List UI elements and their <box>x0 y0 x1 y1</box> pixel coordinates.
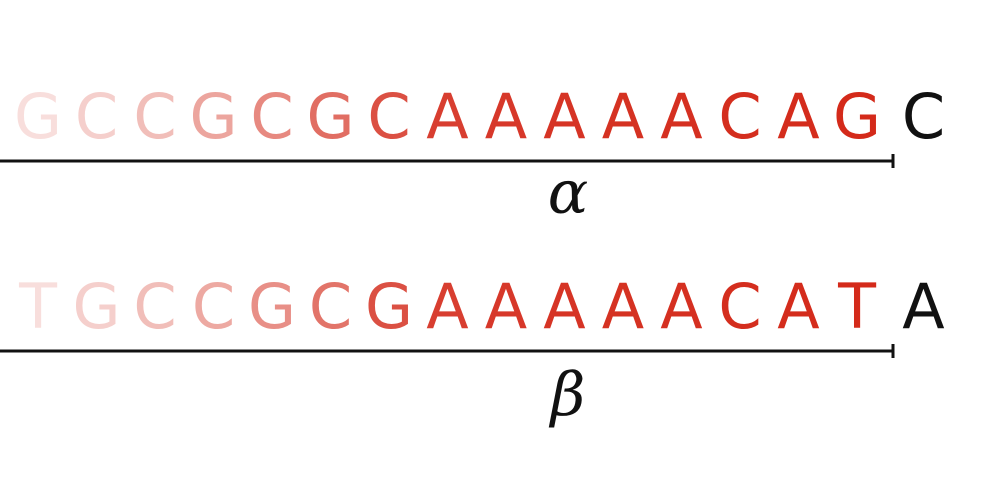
base-letter: A <box>426 270 469 343</box>
base-letter: C <box>718 80 762 153</box>
next-base-letter: C <box>901 80 946 153</box>
base-letter: A <box>426 80 469 153</box>
base-letter: C <box>367 80 411 153</box>
base-letter: A <box>777 80 820 153</box>
alpha-label: α <box>547 158 589 228</box>
base-letter: A <box>484 80 528 153</box>
base-letter: A <box>660 270 703 343</box>
base-letter: A <box>777 270 820 343</box>
base-letter: A <box>543 80 586 153</box>
base-letter: G <box>247 270 297 343</box>
base-letter: A <box>484 270 528 343</box>
base-letter: G <box>832 80 882 153</box>
base-letter: A <box>601 80 645 153</box>
base-letter: A <box>601 270 645 343</box>
alpha-underline-bracket <box>0 154 895 168</box>
beta-underline-bracket <box>0 344 895 358</box>
base-letter: C <box>250 80 294 153</box>
base-letter: C <box>718 270 762 343</box>
base-letter: C <box>133 80 177 153</box>
base-letter: C <box>308 270 353 343</box>
base-letter: G <box>72 270 121 343</box>
base-letter: T <box>838 270 876 343</box>
beta-label: β <box>550 360 586 430</box>
base-letter: T <box>19 270 57 343</box>
base-letter: C <box>74 80 119 153</box>
base-letter: G <box>13 80 63 153</box>
base-letter: G <box>364 270 414 343</box>
base-letter: G <box>306 80 355 153</box>
base-letter: G <box>189 80 238 153</box>
base-letter: A <box>660 80 703 153</box>
base-letter: A <box>543 270 586 343</box>
next-base-letter: A <box>902 270 945 343</box>
base-letter: C <box>133 270 177 343</box>
base-letter: C <box>191 270 236 343</box>
